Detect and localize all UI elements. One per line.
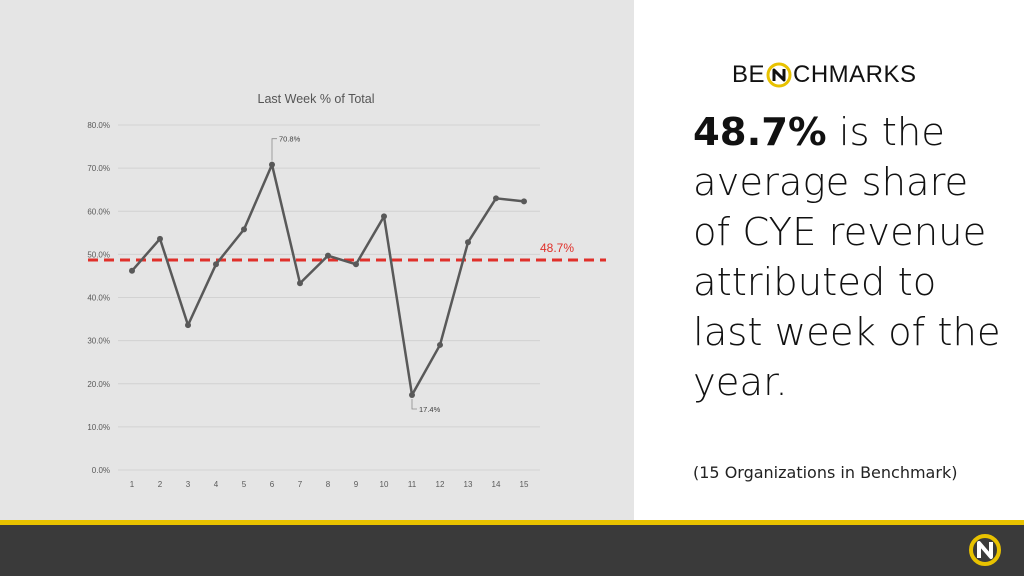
x-tick-label: 14 [492, 480, 501, 489]
x-tick-label: 9 [354, 480, 359, 489]
data-point [157, 235, 163, 242]
x-tick-label: 4 [214, 480, 219, 489]
data-point [213, 261, 219, 268]
chart-title: Last Week % of Total [258, 92, 375, 106]
data-point [185, 322, 191, 329]
data-point [269, 161, 275, 168]
x-tick-label: 11 [408, 480, 417, 489]
x-tick-label: 1 [130, 480, 135, 489]
annotations: 70.8% 17.4% [271, 135, 441, 414]
series-group [129, 161, 527, 398]
data-point [465, 239, 471, 246]
x-tick-label: 8 [326, 480, 331, 489]
data-point [325, 252, 331, 259]
data-point [381, 213, 387, 220]
x-tick-label: 10 [380, 480, 389, 489]
data-point [353, 261, 359, 268]
footer-logo-icon [969, 534, 1001, 566]
data-point [241, 226, 247, 233]
data-point [437, 341, 443, 348]
data-point [493, 195, 499, 202]
x-tick-label: 5 [242, 480, 247, 489]
logo-text-end: CHMARKS [793, 61, 917, 88]
data-point [129, 267, 135, 274]
data-point [521, 198, 527, 205]
annotation-leader [271, 138, 277, 161]
x-tick-label: 3 [186, 480, 191, 489]
headline-stat: 48.7% [693, 110, 827, 155]
series-line [131, 163, 525, 397]
y-tick-label: 30.0% [87, 337, 110, 346]
x-tick-label: 12 [436, 480, 445, 489]
y-tick-label: 80.0% [87, 121, 110, 130]
line-chart: Last Week % of Total 0.0%10.0%20.0%30.0%… [87, 92, 606, 489]
data-point [409, 391, 415, 398]
data-label: 70.8% [279, 135, 301, 144]
y-tick-label: 50.0% [87, 250, 110, 259]
accent-stripe [0, 520, 1024, 525]
data-point [297, 280, 303, 287]
x-axis-ticks: 1 2 3 4 5 6 7 8 9 10 11 12 13 14 15 [130, 480, 529, 489]
y-tick-label: 60.0% [87, 207, 110, 216]
x-tick-label: 15 [520, 480, 529, 489]
annotation-leader [411, 398, 417, 410]
y-tick-label: 0.0% [92, 466, 110, 475]
y-tick-label: 20.0% [87, 380, 110, 389]
y-axis-ticks: 0.0% 10.0% 20.0% 30.0% 40.0% 50.0% 60.0% 70.0% 8… [87, 121, 110, 475]
headline-text: is the average share of CYE revenue attr… [693, 110, 1001, 405]
average-label: 48.7% [540, 241, 574, 255]
footer-bar [0, 525, 1024, 576]
y-tick-label: 40.0% [87, 294, 110, 303]
x-tick-label: 6 [270, 480, 275, 489]
benchmarks-logo: BE CHMARKS [732, 60, 932, 90]
x-tick-label: 2 [158, 480, 163, 489]
logo-text-start: BE [732, 61, 766, 88]
average-line-group: 48.7% [88, 241, 606, 262]
x-tick-label: 7 [298, 480, 303, 489]
footnote: (15 Organizations in Benchmark) [693, 463, 958, 482]
data-label: 17.4% [419, 405, 441, 414]
headline: 48.7% is the average share of CYE revenu… [693, 108, 1013, 408]
logo-n-icon [766, 62, 792, 88]
y-tick-label: 70.0% [87, 164, 110, 173]
x-tick-label: 13 [464, 480, 473, 489]
chart-gridlines [118, 124, 540, 471]
y-tick-label: 10.0% [87, 423, 110, 432]
